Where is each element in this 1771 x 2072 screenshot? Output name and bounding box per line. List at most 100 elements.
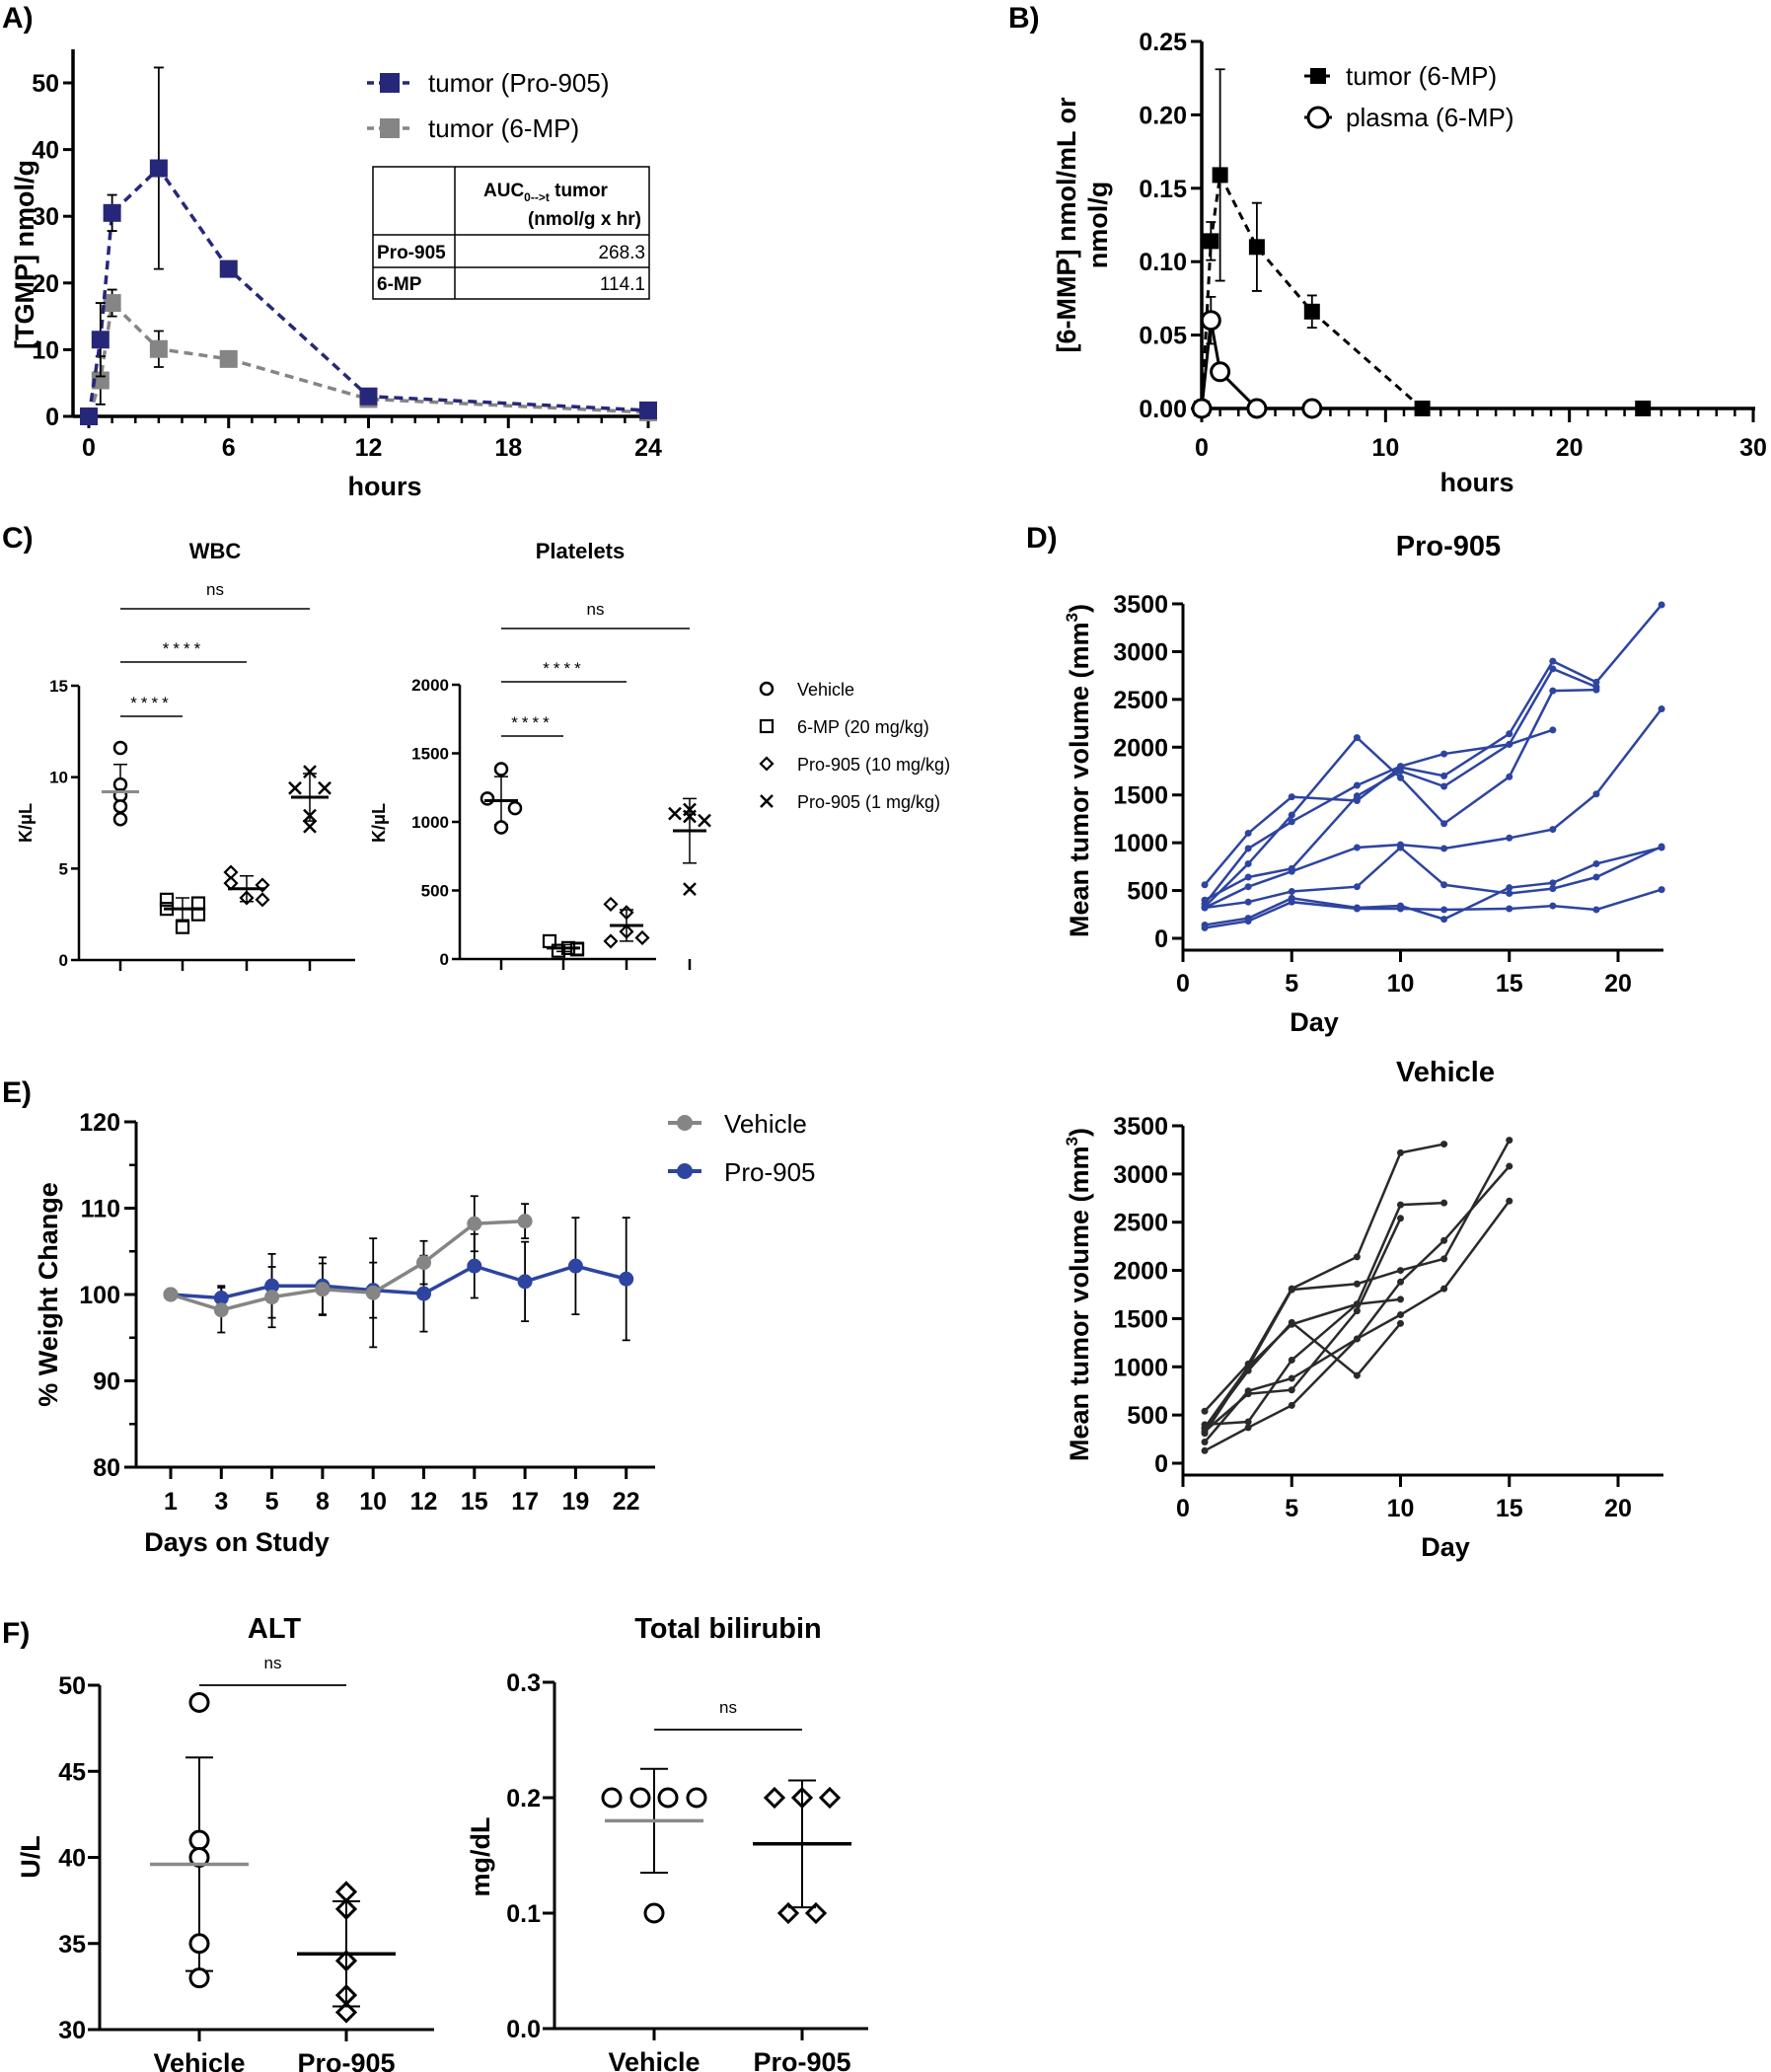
data-point	[1397, 1201, 1404, 1209]
legend-item-6mp: tumor (6-MP)	[367, 113, 579, 143]
tumor-series-1	[1201, 1141, 1448, 1415]
y-tick-label: 0.10	[1139, 249, 1187, 276]
x-tick-label: 8	[316, 1488, 330, 1516]
data-point	[1288, 1318, 1295, 1326]
x-tick-label: Pro-905	[753, 2047, 850, 2072]
data-point	[517, 1274, 533, 1290]
data-point	[1397, 1295, 1404, 1303]
data-point	[1244, 898, 1252, 906]
y-tick-label: 3500	[1113, 591, 1168, 619]
panel-c-legend: Vehicle 6-MP (20 mg/kg) Pro-905 (10 mg/kg)…	[759, 680, 950, 812]
data-point	[1288, 867, 1295, 875]
y-tick-label: 50	[32, 70, 59, 98]
data-point	[1658, 601, 1665, 609]
data-point	[804, 1901, 828, 1925]
data-point	[683, 809, 697, 824]
data-point	[493, 762, 509, 777]
legend-item-vehicle: Vehicle	[668, 1109, 807, 1139]
panel-b-ylabel-line1: [6-MMP] nmol/mL or	[1052, 97, 1081, 352]
y-tick-label: 3500	[1113, 1113, 1168, 1141]
data-point	[1201, 1430, 1209, 1438]
data-point	[1200, 310, 1221, 332]
data-point	[359, 387, 378, 406]
data-point	[1353, 1307, 1361, 1315]
panel-f-alt-chart: ALT U/L 30 35 40 45 50 Vehicle Pro-905 ns	[16, 1613, 434, 2072]
data-point	[1212, 167, 1228, 184]
data-point	[1397, 1148, 1404, 1156]
y-tick-label: 1500	[1113, 782, 1168, 810]
data-point	[334, 1950, 358, 1972]
y-tick-label: 15	[49, 677, 68, 696]
data-point	[1397, 1278, 1404, 1286]
panel-label-a: A)	[2, 2, 34, 35]
y-tick-label: 500	[421, 882, 449, 901]
auc-row-value: 114.1	[600, 274, 645, 295]
x-tick-label: Pro-905	[297, 2048, 395, 2072]
y-tick-label: 100	[79, 1282, 120, 1309]
data-point	[91, 331, 110, 349]
auc-header-tail: tumor	[550, 181, 609, 201]
data-point	[1288, 1401, 1295, 1409]
data-point	[1244, 873, 1252, 881]
y-tick-label: 2000	[1113, 1258, 1168, 1286]
data-point	[818, 1786, 842, 1810]
data-point	[264, 1290, 280, 1305]
data-point	[619, 1271, 634, 1287]
data-point	[219, 349, 238, 368]
data-point	[686, 1787, 707, 1809]
data-point	[643, 1902, 665, 1924]
panel-a-legend: tumor (Pro-905) tumor (6-MP)	[367, 68, 610, 143]
x-tick-label: 5	[1285, 1495, 1298, 1522]
data-point	[1244, 845, 1252, 852]
data-point	[1244, 829, 1252, 837]
data-point	[1244, 883, 1252, 891]
y-tick-label: 1000	[1113, 1354, 1168, 1381]
x-tick-label: 22	[613, 1488, 640, 1516]
legend-label: tumor (6-MP)	[428, 113, 579, 143]
data-point	[303, 765, 317, 778]
y-tick-label: 1000	[1113, 830, 1168, 857]
data-point	[239, 890, 255, 906]
y-tick-label: 3000	[1113, 638, 1168, 666]
x-tick-label: 6	[222, 434, 236, 462]
legend-label: Pro-905 (1 mg/kg)	[797, 792, 940, 812]
data-point	[1397, 844, 1404, 851]
data-point	[1201, 1439, 1209, 1446]
ylabel-superscript: 3	[1063, 613, 1081, 622]
data-point	[1549, 657, 1557, 665]
data-point	[698, 813, 711, 828]
x-tick-label: 5	[265, 1488, 279, 1516]
x-tick-label: 10	[359, 1488, 387, 1516]
data-point	[188, 1847, 210, 1868]
data-point	[551, 943, 566, 958]
data-point	[213, 1291, 229, 1305]
platelets-ylabel: K/μL	[369, 803, 389, 843]
y-tick-label: 2500	[1113, 1210, 1168, 1237]
data-point	[1592, 686, 1600, 694]
panel-f-bilirubin-chart: Total bilirubin mg/dL 0.0 0.1 0.2 0.3 Vehicl…	[466, 1613, 868, 2072]
series-line-pro-905	[170, 1264, 627, 1300]
data-point	[255, 892, 270, 908]
data-point	[1353, 1300, 1361, 1308]
tumor-series-2	[1201, 665, 1600, 908]
data-point	[1191, 398, 1213, 419]
data-point	[334, 1881, 358, 1903]
data-point	[1353, 1280, 1361, 1288]
data-point	[763, 1786, 786, 1810]
y-tick-label: 0.20	[1139, 102, 1187, 129]
data-point	[1440, 881, 1448, 889]
data-point	[1201, 904, 1209, 912]
data-point	[416, 1286, 431, 1301]
y-tick-label: 90	[93, 1369, 120, 1396]
data-point	[1440, 772, 1448, 779]
y-tick-label: 35	[58, 1931, 86, 1959]
data-point	[1201, 896, 1209, 904]
y-tick-label: 0	[440, 950, 449, 969]
y-tick-label: 0	[59, 951, 68, 970]
y-tick-label: 0.05	[1139, 323, 1187, 350]
series-line	[1204, 846, 1662, 926]
panel-b-ylabel-line2: nmol/g	[1083, 182, 1113, 269]
data-point	[603, 933, 619, 949]
